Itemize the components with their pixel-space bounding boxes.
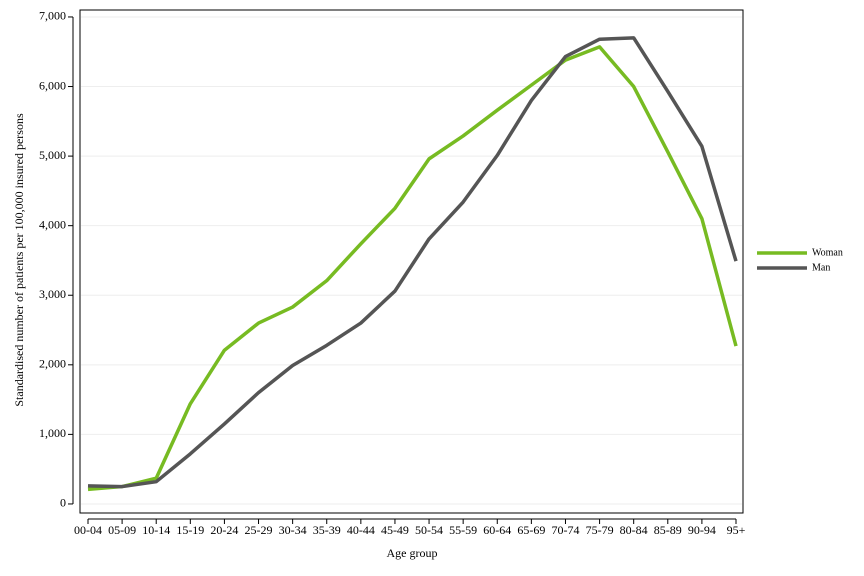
x-tick-label: 15-19: [176, 523, 204, 537]
x-tick-label: 30-34: [279, 523, 307, 537]
y-axis-title: Standardised number of patients per 100,…: [12, 113, 26, 407]
x-tick-label: 40-44: [347, 523, 375, 537]
x-tick-label: 60-64: [483, 523, 511, 537]
x-tick-label: 10-14: [142, 523, 170, 537]
line-series: [87, 45, 738, 492]
x-tick-label: 85-89: [654, 523, 682, 537]
x-tick-label: 05-09: [108, 523, 136, 537]
plot-frame: [79, 9, 744, 514]
x-tick-label: 25-29: [245, 523, 273, 537]
x-tick-label: 95+: [727, 523, 746, 537]
line-series: [87, 36, 738, 489]
x-tick-label: 35-39: [313, 523, 341, 537]
x-tick-label: 50-54: [415, 523, 443, 537]
legend-label: Woman: [812, 247, 843, 258]
x-tick-label: 80-84: [620, 523, 648, 537]
legend-label: Man: [812, 262, 830, 273]
y-tick-label: 7,000: [39, 9, 66, 23]
y-tick-label: 6,000: [39, 78, 66, 92]
y-tick-label: 3,000: [39, 287, 66, 301]
x-tick-label: 90-94: [688, 523, 716, 537]
x-tick-label: 45-49: [381, 523, 409, 537]
x-tick-label: 75-79: [586, 523, 614, 537]
x-tick-label: 00-04: [74, 523, 102, 537]
y-tick-label: 1,000: [39, 426, 66, 440]
y-tick-label: 0: [60, 496, 66, 510]
x-tick-label: 20-24: [210, 523, 238, 537]
x-tick-label: 65-69: [517, 523, 545, 537]
y-tick-label: 2,000: [39, 357, 66, 371]
x-axis-title: Age group: [387, 546, 438, 560]
y-tick-label: 5,000: [39, 148, 66, 162]
x-tick-label: 55-59: [449, 523, 477, 537]
x-tick-label: 70-74: [551, 523, 579, 537]
y-tick-label: 4,000: [39, 217, 66, 231]
